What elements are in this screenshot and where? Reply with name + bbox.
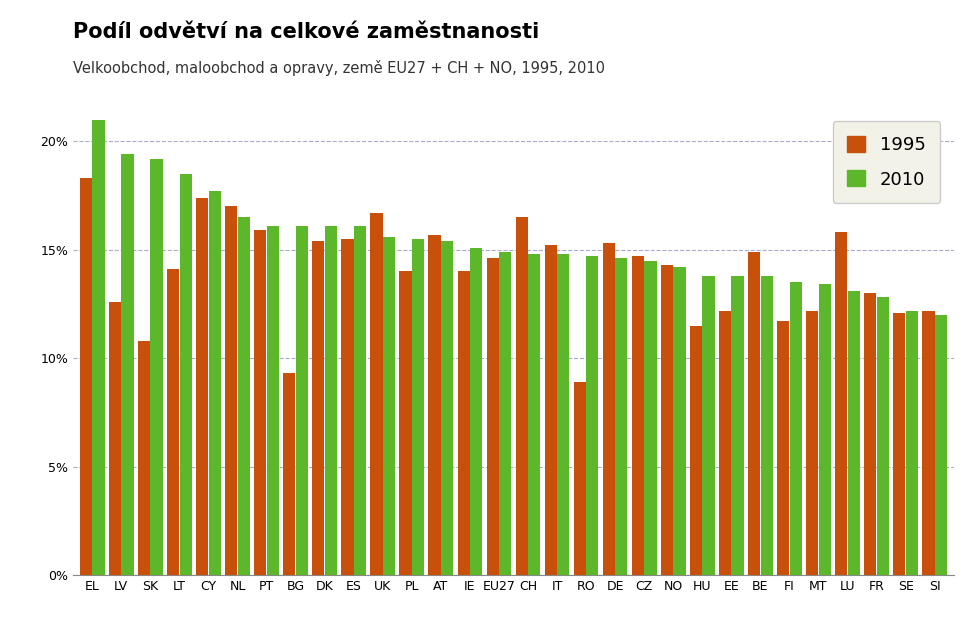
- Bar: [428, 234, 441, 575]
- Bar: [108, 302, 121, 575]
- Bar: [180, 174, 191, 575]
- Bar: [805, 310, 818, 575]
- Bar: [644, 260, 656, 575]
- Bar: [921, 310, 934, 575]
- Bar: [138, 341, 150, 575]
- Bar: [557, 254, 569, 575]
- Bar: [457, 272, 469, 575]
- Bar: [718, 310, 731, 575]
- Bar: [631, 257, 644, 575]
- Bar: [237, 217, 249, 575]
- Bar: [441, 241, 452, 575]
- Bar: [875, 298, 888, 575]
- Bar: [80, 178, 92, 575]
- Bar: [470, 248, 482, 575]
- Bar: [573, 382, 585, 575]
- Bar: [324, 226, 337, 575]
- Text: Velkoobchod, maloobchod a opravy, země EU27 + CH + NO, 1995, 2010: Velkoobchod, maloobchod a opravy, země E…: [73, 60, 605, 76]
- Bar: [167, 269, 179, 575]
- Bar: [864, 293, 875, 575]
- Bar: [689, 325, 701, 575]
- Legend: 1995, 2010: 1995, 2010: [832, 121, 939, 203]
- Bar: [283, 374, 295, 575]
- Bar: [295, 226, 308, 575]
- Bar: [382, 237, 395, 575]
- Bar: [818, 284, 830, 575]
- Bar: [370, 213, 382, 575]
- Bar: [399, 272, 411, 575]
- Bar: [788, 283, 801, 575]
- Bar: [515, 217, 528, 575]
- Bar: [150, 159, 162, 575]
- Bar: [731, 276, 743, 575]
- Bar: [701, 276, 714, 575]
- Bar: [747, 252, 759, 575]
- Bar: [225, 207, 237, 575]
- Bar: [847, 291, 859, 575]
- Bar: [602, 243, 615, 575]
- Bar: [905, 310, 917, 575]
- Bar: [341, 239, 353, 575]
- Bar: [267, 226, 278, 575]
- Bar: [92, 119, 105, 575]
- Bar: [498, 252, 511, 575]
- Bar: [760, 276, 772, 575]
- Bar: [673, 267, 685, 575]
- Text: Podíl odvětví na celkové zaměstnanosti: Podíl odvětví na celkové zaměstnanosti: [73, 22, 539, 42]
- Bar: [660, 265, 672, 575]
- Bar: [121, 154, 134, 575]
- Bar: [411, 239, 424, 575]
- Bar: [487, 258, 498, 575]
- Bar: [195, 198, 208, 575]
- Bar: [208, 191, 221, 575]
- Bar: [615, 258, 627, 575]
- Bar: [585, 257, 598, 575]
- Bar: [777, 321, 788, 575]
- Bar: [312, 241, 324, 575]
- Bar: [934, 315, 946, 575]
- Bar: [834, 233, 846, 575]
- Bar: [892, 313, 905, 575]
- Bar: [254, 230, 266, 575]
- Bar: [354, 226, 365, 575]
- Bar: [528, 254, 539, 575]
- Bar: [544, 245, 556, 575]
